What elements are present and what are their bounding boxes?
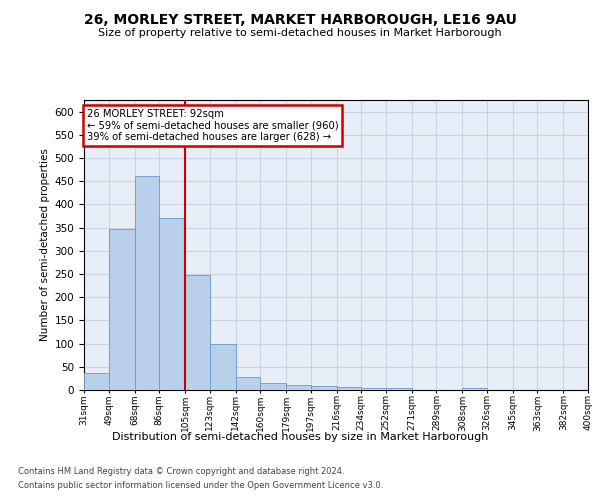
Bar: [337, 387, 361, 390]
Text: 26, MORLEY STREET, MARKET HARBOROUGH, LE16 9AU: 26, MORLEY STREET, MARKET HARBOROUGH, LE…: [83, 12, 517, 26]
Bar: [109, 228, 134, 390]
Bar: [463, 388, 487, 390]
Text: Distribution of semi-detached houses by size in Market Harborough: Distribution of semi-detached houses by …: [112, 432, 488, 442]
Bar: [134, 176, 159, 390]
Bar: [286, 385, 311, 390]
Bar: [311, 386, 337, 390]
Bar: [209, 344, 236, 390]
Bar: [386, 388, 412, 390]
Bar: [260, 383, 286, 390]
Bar: [361, 388, 386, 390]
Bar: [236, 376, 260, 390]
Bar: [159, 218, 185, 390]
Text: Contains HM Land Registry data © Crown copyright and database right 2024.: Contains HM Land Registry data © Crown c…: [18, 468, 344, 476]
Bar: [84, 373, 109, 390]
Text: Contains public sector information licensed under the Open Government Licence v3: Contains public sector information licen…: [18, 481, 383, 490]
Text: 26 MORLEY STREET: 92sqm
← 59% of semi-detached houses are smaller (960)
39% of s: 26 MORLEY STREET: 92sqm ← 59% of semi-de…: [87, 110, 338, 142]
Bar: [185, 276, 209, 390]
Y-axis label: Number of semi-detached properties: Number of semi-detached properties: [40, 148, 50, 342]
Text: Size of property relative to semi-detached houses in Market Harborough: Size of property relative to semi-detach…: [98, 28, 502, 38]
